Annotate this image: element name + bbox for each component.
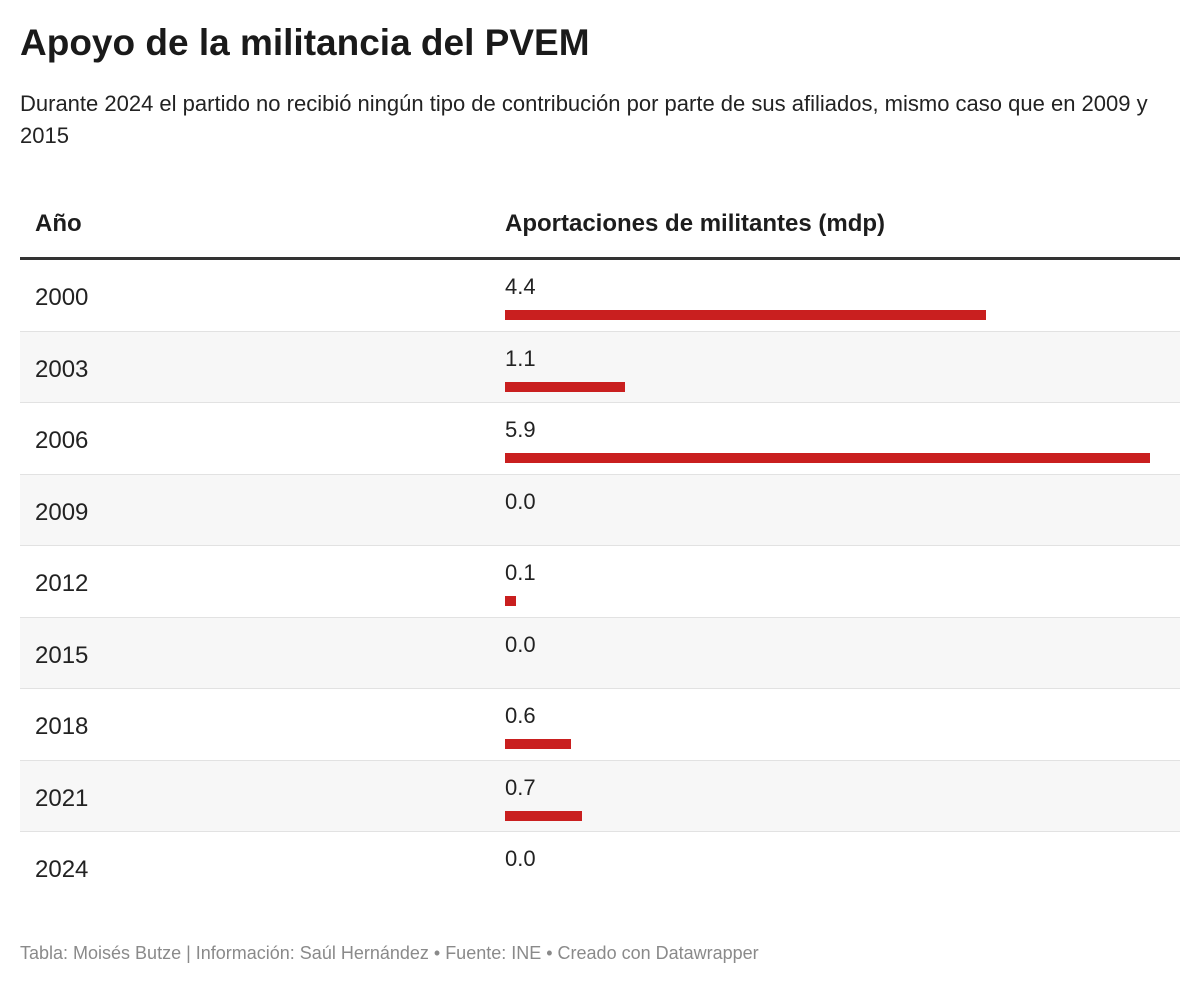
year-cell: 2006 xyxy=(35,427,89,454)
table-row: 2015 0.0 xyxy=(20,617,1180,689)
table-row: 2012 0.1 xyxy=(20,546,1180,618)
year-cell: 2003 xyxy=(35,355,89,383)
year-cell: 2018 xyxy=(35,713,89,740)
value-label: 1.1 xyxy=(505,345,536,371)
year-cell: 2000 xyxy=(35,284,89,311)
value-label: 0.7 xyxy=(505,774,536,800)
value-bar xyxy=(505,739,571,749)
value-bar xyxy=(505,453,1150,463)
chart-title: Apoyo de la militancia del PVEM xyxy=(20,22,590,63)
column-header-year[interactable]: Año xyxy=(35,210,82,237)
table-row: 2003 1.1 xyxy=(20,331,1180,403)
table-header: Año Aportaciones de militantes (mdp) xyxy=(20,190,1180,260)
table-body: 2000 4.4 2003 1.1 2006 5.9 2009 0.0 2012 0.1 2015 0… xyxy=(20,260,1180,904)
year-cell: 2024 xyxy=(35,856,89,883)
value-label: 0.1 xyxy=(505,560,536,585)
column-header-contributions[interactable]: Aportaciones de militantes (mdp) xyxy=(505,210,886,237)
value-bar xyxy=(505,596,516,606)
value-bar xyxy=(505,310,987,320)
value-label: 0.0 xyxy=(505,631,536,657)
value-label: 4.4 xyxy=(505,274,536,299)
year-cell: 2015 xyxy=(35,641,89,669)
year-cell: 2012 xyxy=(35,570,89,597)
table-row: 2009 0.0 xyxy=(20,474,1180,546)
table-row: 2000 4.4 xyxy=(20,260,1180,332)
table-row: 2018 0.6 xyxy=(20,689,1180,761)
chart-subtitle: Durante 2024 el partido no recibió ningú… xyxy=(20,91,1148,148)
table-row: 2024 0.0 xyxy=(20,832,1180,904)
value-bar xyxy=(505,381,626,392)
value-label: 0.0 xyxy=(505,488,536,514)
table-row: 2006 5.9 xyxy=(20,403,1180,475)
value-label: 5.9 xyxy=(505,417,536,442)
value-bar xyxy=(505,810,582,821)
value-label: 0.0 xyxy=(505,846,536,871)
value-label: 0.6 xyxy=(505,703,536,728)
year-cell: 2021 xyxy=(35,784,89,812)
table-row: 2021 0.7 xyxy=(20,760,1180,832)
year-cell: 2009 xyxy=(35,498,89,526)
data-table: Año Aportaciones de militantes (mdp) 200… xyxy=(20,190,1180,904)
chart-footer: Tabla: Moisés Butze | Información: Saúl … xyxy=(20,943,759,963)
